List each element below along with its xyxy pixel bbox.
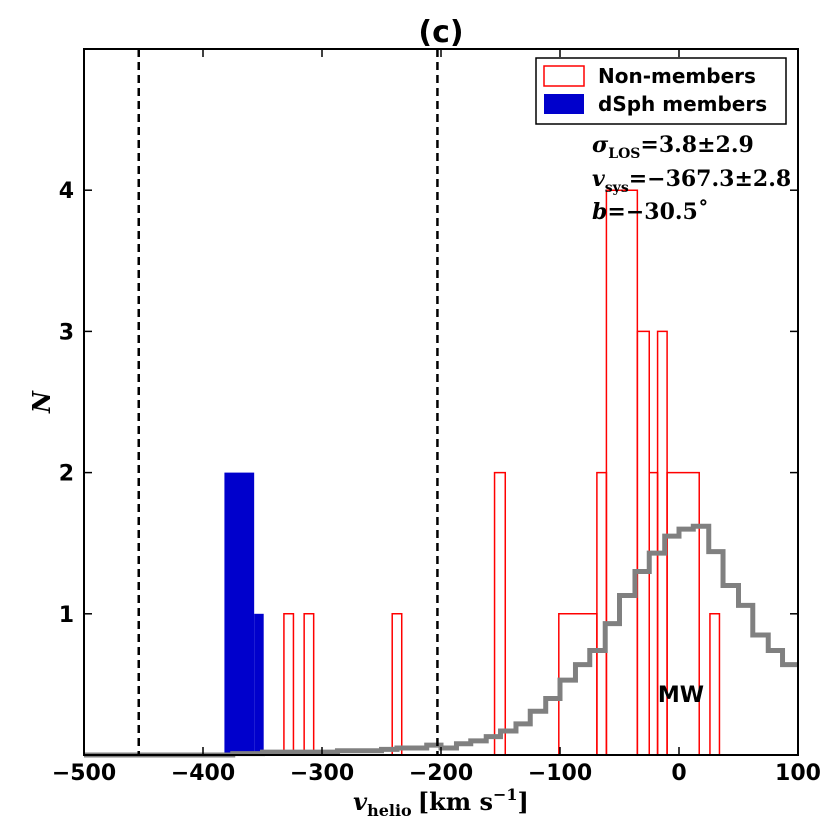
axis-ticks — [83, 49, 799, 755]
non-member-bar — [283, 613, 295, 755]
y-tick-label: 3 — [59, 320, 74, 345]
dsph-member-bar — [254, 613, 264, 755]
non-member-bar — [666, 471, 700, 755]
y-tick-labels: 1 2 3 4 — [59, 179, 74, 628]
y-axis-label: N — [27, 390, 56, 414]
legend-swatch-dsph-members — [544, 94, 584, 114]
chart-title: (c) — [418, 15, 463, 50]
mw-distribution — [84, 523, 798, 758]
annotation-b: b=−30.5˚ — [592, 199, 709, 225]
x-tick-label: −500 — [52, 761, 116, 786]
legend: Non-members dSph members — [535, 57, 787, 125]
legend-swatch-non-members — [543, 65, 585, 87]
y-tick-label: 2 — [59, 462, 74, 487]
x-tick-label: 0 — [671, 761, 686, 786]
x-axis-label-sup: −1 — [493, 785, 518, 804]
x-axis-label-var: v — [353, 787, 368, 816]
x-tick-label: −100 — [528, 761, 592, 786]
legend-label-dsph-members: dSph members — [598, 92, 767, 116]
x-axis-label-sub: helio — [367, 801, 412, 820]
x-tick-label: −200 — [409, 761, 473, 786]
x-tick-labels: −500 −400 −300 −200 −100 0 100 — [52, 761, 821, 786]
x-axis-label: vhelio [km s−1] — [353, 785, 529, 820]
x-tick-label: −400 — [171, 761, 235, 786]
legend-label-non-members: Non-members — [598, 64, 756, 88]
non-member-bar — [709, 613, 721, 755]
x-axis-label-close: ] — [518, 787, 529, 816]
annotation-sigma-los: σLOS=3.8±2.9 — [592, 132, 754, 162]
x-tick-label: −300 — [290, 761, 354, 786]
y-tick-label: 1 — [59, 603, 74, 628]
non-member-bar — [391, 613, 403, 755]
histogram-bars — [224, 189, 721, 755]
x-axis-label-unit: [km s — [418, 787, 493, 816]
vertical-reference-lines — [137, 49, 439, 755]
y-tick-label: 4 — [59, 179, 74, 204]
annotation-v-sys: vsys=−367.3±2.8 — [592, 166, 791, 196]
mw-step-line — [84, 523, 798, 758]
annotations: σLOS=3.8±2.9 vsys=−367.3±2.8 b=−30.5˚ MW — [592, 132, 791, 708]
x-tick-label: 100 — [775, 761, 821, 786]
plot-background — [84, 49, 798, 755]
mw-label: MW — [658, 683, 704, 708]
non-member-bar — [303, 613, 315, 755]
dsph-member-bar — [224, 472, 255, 755]
non-member-bar — [493, 471, 507, 755]
